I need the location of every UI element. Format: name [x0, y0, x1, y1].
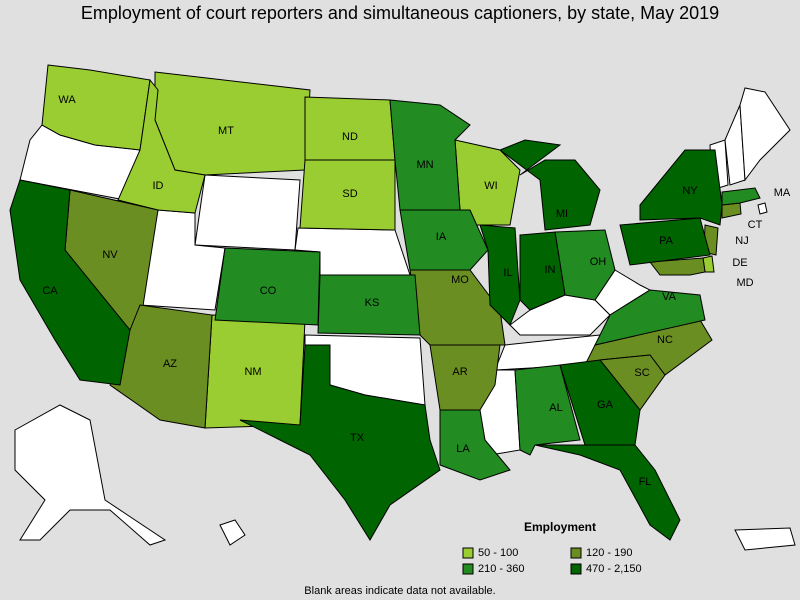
state: [594, 289, 706, 346]
states: [9, 64, 761, 541]
state-label: MO: [451, 274, 469, 286]
state-label: TX: [350, 432, 365, 444]
state-label: MA: [774, 187, 791, 199]
state-label: WI: [484, 180, 497, 192]
state: [619, 217, 711, 266]
state: [14, 404, 167, 546]
state-label: OH: [590, 256, 607, 268]
legend-swatch: [462, 547, 474, 559]
state-label: AZ: [163, 358, 177, 370]
legend-swatch: [570, 547, 582, 559]
state: [534, 444, 681, 541]
state: [739, 87, 791, 182]
state: [649, 257, 706, 276]
title: Employment of court reporters and simult…: [81, 3, 719, 23]
state-label: ND: [342, 131, 358, 143]
state-label: CA: [42, 285, 58, 297]
state-label: MT: [218, 125, 234, 137]
note: Blank areas indicate data not available.: [304, 585, 495, 597]
legend-label: 210 - 360: [478, 563, 524, 575]
state: [639, 149, 723, 226]
state: [757, 202, 768, 215]
state: [439, 409, 511, 481]
state: [734, 527, 796, 551]
state-label: SD: [342, 188, 357, 200]
state-label: MN: [416, 159, 433, 171]
state-label: AL: [549, 402, 562, 414]
legend: Employment 50 - 100 120 - 190 210 - 360 …: [462, 520, 642, 575]
state-label: PA: [659, 235, 674, 247]
state-label: IA: [436, 231, 447, 243]
state-label: WA: [58, 94, 76, 106]
legend-swatch: [570, 563, 582, 575]
state-labels: WA MT ID ND SD WI NM DE NV AZ MO AR NC S…: [42, 94, 791, 488]
state-label: VA: [662, 291, 677, 303]
legend-title: Employment: [524, 520, 596, 534]
state: [117, 78, 206, 214]
state: [429, 344, 501, 411]
state: [194, 174, 301, 251]
state: [519, 231, 566, 311]
state: [219, 519, 246, 546]
state: [299, 159, 396, 231]
legend-label: 470 - 2,150: [586, 563, 642, 575]
state-label: NM: [244, 366, 261, 378]
state-label: AR: [452, 366, 467, 378]
state-label: SC: [634, 367, 649, 379]
state: [239, 344, 441, 541]
state-label: ID: [153, 180, 164, 192]
state-label: KS: [365, 297, 380, 309]
legend-label: 120 - 190: [586, 547, 632, 559]
state-label: NC: [657, 334, 673, 346]
state-label: IN: [545, 264, 556, 276]
state: [479, 224, 521, 326]
state-label: IL: [503, 267, 512, 279]
state-label: MD: [736, 277, 753, 289]
state-label: CO: [260, 285, 277, 297]
state: [389, 99, 471, 211]
legend-label: 50 - 100: [478, 547, 518, 559]
state-label: NY: [682, 185, 698, 197]
state-label: DE: [732, 257, 747, 269]
state: [304, 96, 396, 161]
state-label: CT: [748, 219, 763, 231]
state: [559, 359, 641, 446]
state-label: LA: [456, 443, 470, 455]
state-label: MI: [556, 208, 568, 220]
state: [41, 64, 151, 151]
legend-swatch: [462, 563, 474, 575]
state-label: GA: [597, 399, 614, 411]
state: [317, 274, 421, 336]
state-label: NJ: [735, 235, 748, 247]
state-label: NV: [102, 249, 118, 261]
state-label: FL: [639, 476, 652, 488]
state: [498, 139, 601, 231]
state: [399, 209, 489, 271]
state: [154, 71, 311, 176]
state: [9, 179, 131, 386]
